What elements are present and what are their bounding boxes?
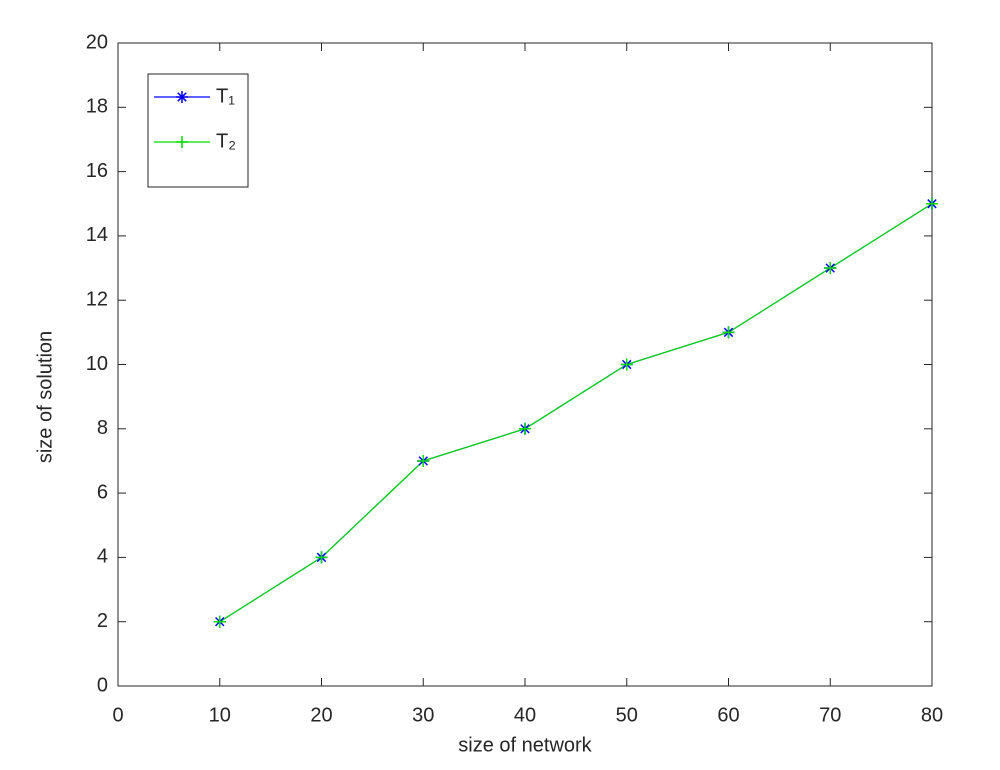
y-tick-label: 10	[86, 353, 108, 375]
x-tick-label: 50	[616, 704, 638, 726]
x-tick-label: 0	[112, 704, 123, 726]
x-tick-label: 60	[717, 704, 739, 726]
y-tick-label: 8	[97, 417, 108, 439]
x-tick-label: 80	[921, 704, 943, 726]
marker	[417, 454, 430, 467]
y-axis-label: size of solution	[34, 331, 56, 463]
marker	[519, 422, 531, 435]
marker	[176, 136, 188, 148]
marker	[722, 326, 735, 339]
marker	[213, 615, 226, 628]
marker	[824, 262, 837, 275]
x-axis-label: size of network	[458, 734, 592, 756]
marker	[620, 358, 633, 371]
y-tick-label: 16	[86, 160, 108, 182]
marker	[176, 91, 188, 103]
y-tick-label: 14	[86, 224, 108, 246]
y-tick-label: 12	[86, 288, 108, 310]
y-tick-label: 20	[86, 31, 108, 53]
x-tick-label: 20	[310, 704, 332, 726]
x-tick-label: 70	[819, 704, 841, 726]
x-tick-label: 40	[514, 704, 536, 726]
y-tick-label: 2	[97, 610, 108, 632]
series-line	[219, 203, 933, 623]
x-tick-label: 30	[412, 704, 434, 726]
marker	[315, 551, 328, 564]
marker	[926, 197, 938, 210]
y-tick-label: 0	[97, 674, 108, 696]
legend-label: T₁	[216, 85, 235, 107]
y-tick-label: 18	[86, 96, 108, 118]
y-tick-label: 6	[97, 481, 108, 503]
x-tick-label: 10	[209, 704, 231, 726]
legend-box	[147, 73, 249, 188]
legend-label: T₂	[216, 130, 236, 152]
y-tick-label: 4	[97, 546, 108, 568]
